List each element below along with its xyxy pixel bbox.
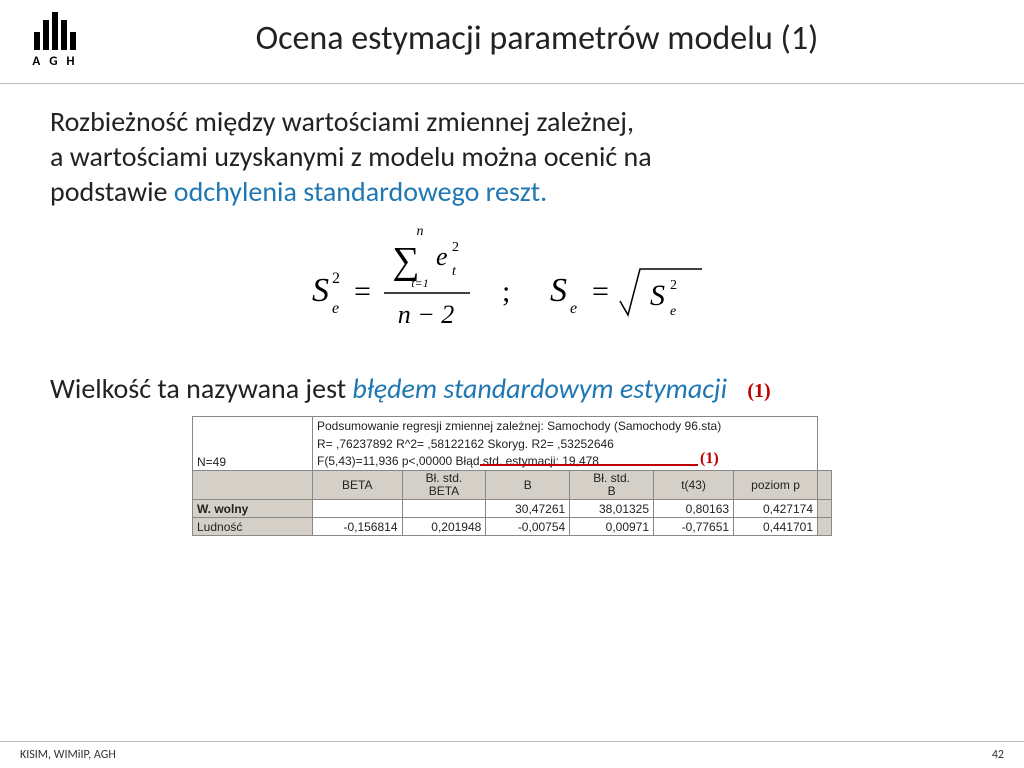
svg-text:S: S xyxy=(650,279,665,312)
svg-text:e: e xyxy=(436,242,448,271)
p2-a: Wielkość ta nazywana jest xyxy=(50,371,352,406)
svg-text:e: e xyxy=(670,304,676,319)
svg-text:e: e xyxy=(332,300,339,317)
table-row: Ludność -0,156814 0,201948 -0,00754 0,00… xyxy=(193,518,832,536)
footer: KISIM, WIMiIP, AGH 42 xyxy=(0,741,1024,768)
row-label: W. wolny xyxy=(193,500,313,518)
p1-l1: Rozbieżność między wartościami zmiennej … xyxy=(50,104,634,139)
svg-text:S: S xyxy=(550,272,567,309)
col-b: B xyxy=(486,471,570,500)
cell: 30,47261 xyxy=(486,500,570,518)
svg-text:2: 2 xyxy=(332,270,340,287)
cell: 38,01325 xyxy=(570,500,654,518)
cell: 0,441701 xyxy=(734,518,818,536)
col-blstd-beta: Bł. std.BETA xyxy=(402,471,486,500)
svg-text:S: S xyxy=(312,272,329,309)
svg-text:=: = xyxy=(354,275,371,308)
p1-l2: a wartościami uzyskanymi z modelu można … xyxy=(50,139,652,174)
agh-logo: A G H xyxy=(20,10,90,69)
summary-line-2: R= ,76237892 R^2= ,58122162 Skoryg. R2= … xyxy=(313,435,818,453)
svg-text:t=1: t=1 xyxy=(411,276,428,290)
svg-text:2: 2 xyxy=(452,240,459,255)
svg-text:t: t xyxy=(452,264,457,279)
underline-red xyxy=(480,464,698,466)
footer-left: KISIM, WIMiIP, AGH xyxy=(20,748,116,762)
cell: -0,156814 xyxy=(313,518,403,536)
p1-l3b: odchylenia standardowego reszt. xyxy=(174,174,547,209)
col-t: t(43) xyxy=(654,471,734,500)
svg-text:=: = xyxy=(592,275,609,308)
page-title: Ocena estymacji parametrów modelu (1) xyxy=(90,10,984,59)
svg-text:;: ; xyxy=(502,275,510,308)
cell xyxy=(313,500,403,518)
reference-1: (1) xyxy=(747,380,770,403)
p1-l3a: podstawie xyxy=(50,174,174,209)
col-beta: BETA xyxy=(313,471,403,500)
cell: -0,00754 xyxy=(486,518,570,536)
cell xyxy=(402,500,486,518)
svg-text:n: n xyxy=(417,224,424,239)
table-row: W. wolny 30,47261 38,01325 0,80163 0,427… xyxy=(193,500,832,518)
svg-text:n − 2: n − 2 xyxy=(398,300,455,329)
cell: 0,201948 xyxy=(402,518,486,536)
n-label: N=49 xyxy=(197,455,226,469)
cell: 0,80163 xyxy=(654,500,734,518)
paragraph-1: Rozbieżność między wartościami zmiennej … xyxy=(50,104,974,209)
col-p: poziom p xyxy=(734,471,818,500)
paragraph-2: Wielkość ta nazywana jest błędem standar… xyxy=(50,371,974,406)
summary-line-3: F(5,43)=11,936 p<,00000 Błąd std. estyma… xyxy=(313,453,818,471)
p2-b: błędem standardowym estymacji xyxy=(352,371,727,406)
agh-logo-bars xyxy=(20,10,90,50)
cell: -0,77651 xyxy=(654,518,734,536)
reference-1b: (1) xyxy=(700,450,719,468)
cell: 0,00971 xyxy=(570,518,654,536)
svg-text:2: 2 xyxy=(670,278,677,293)
cell: 0,427174 xyxy=(734,500,818,518)
agh-logo-text: A G H xyxy=(20,54,90,69)
col-blstd-b: Bł. std.B xyxy=(570,471,654,500)
formula: S 2 e = n ∑ t=1 e 2 t n − 2 ; S e = S 2 … xyxy=(50,223,974,353)
regression-table: (1) N=49 Podsumowanie regresji zmiennej … xyxy=(192,416,832,536)
page-number: 42 xyxy=(992,748,1004,762)
row-label: Ludność xyxy=(193,518,313,536)
summary-line-1: Podsumowanie regresji zmiennej zależnej:… xyxy=(313,417,818,435)
svg-text:e: e xyxy=(570,300,577,317)
